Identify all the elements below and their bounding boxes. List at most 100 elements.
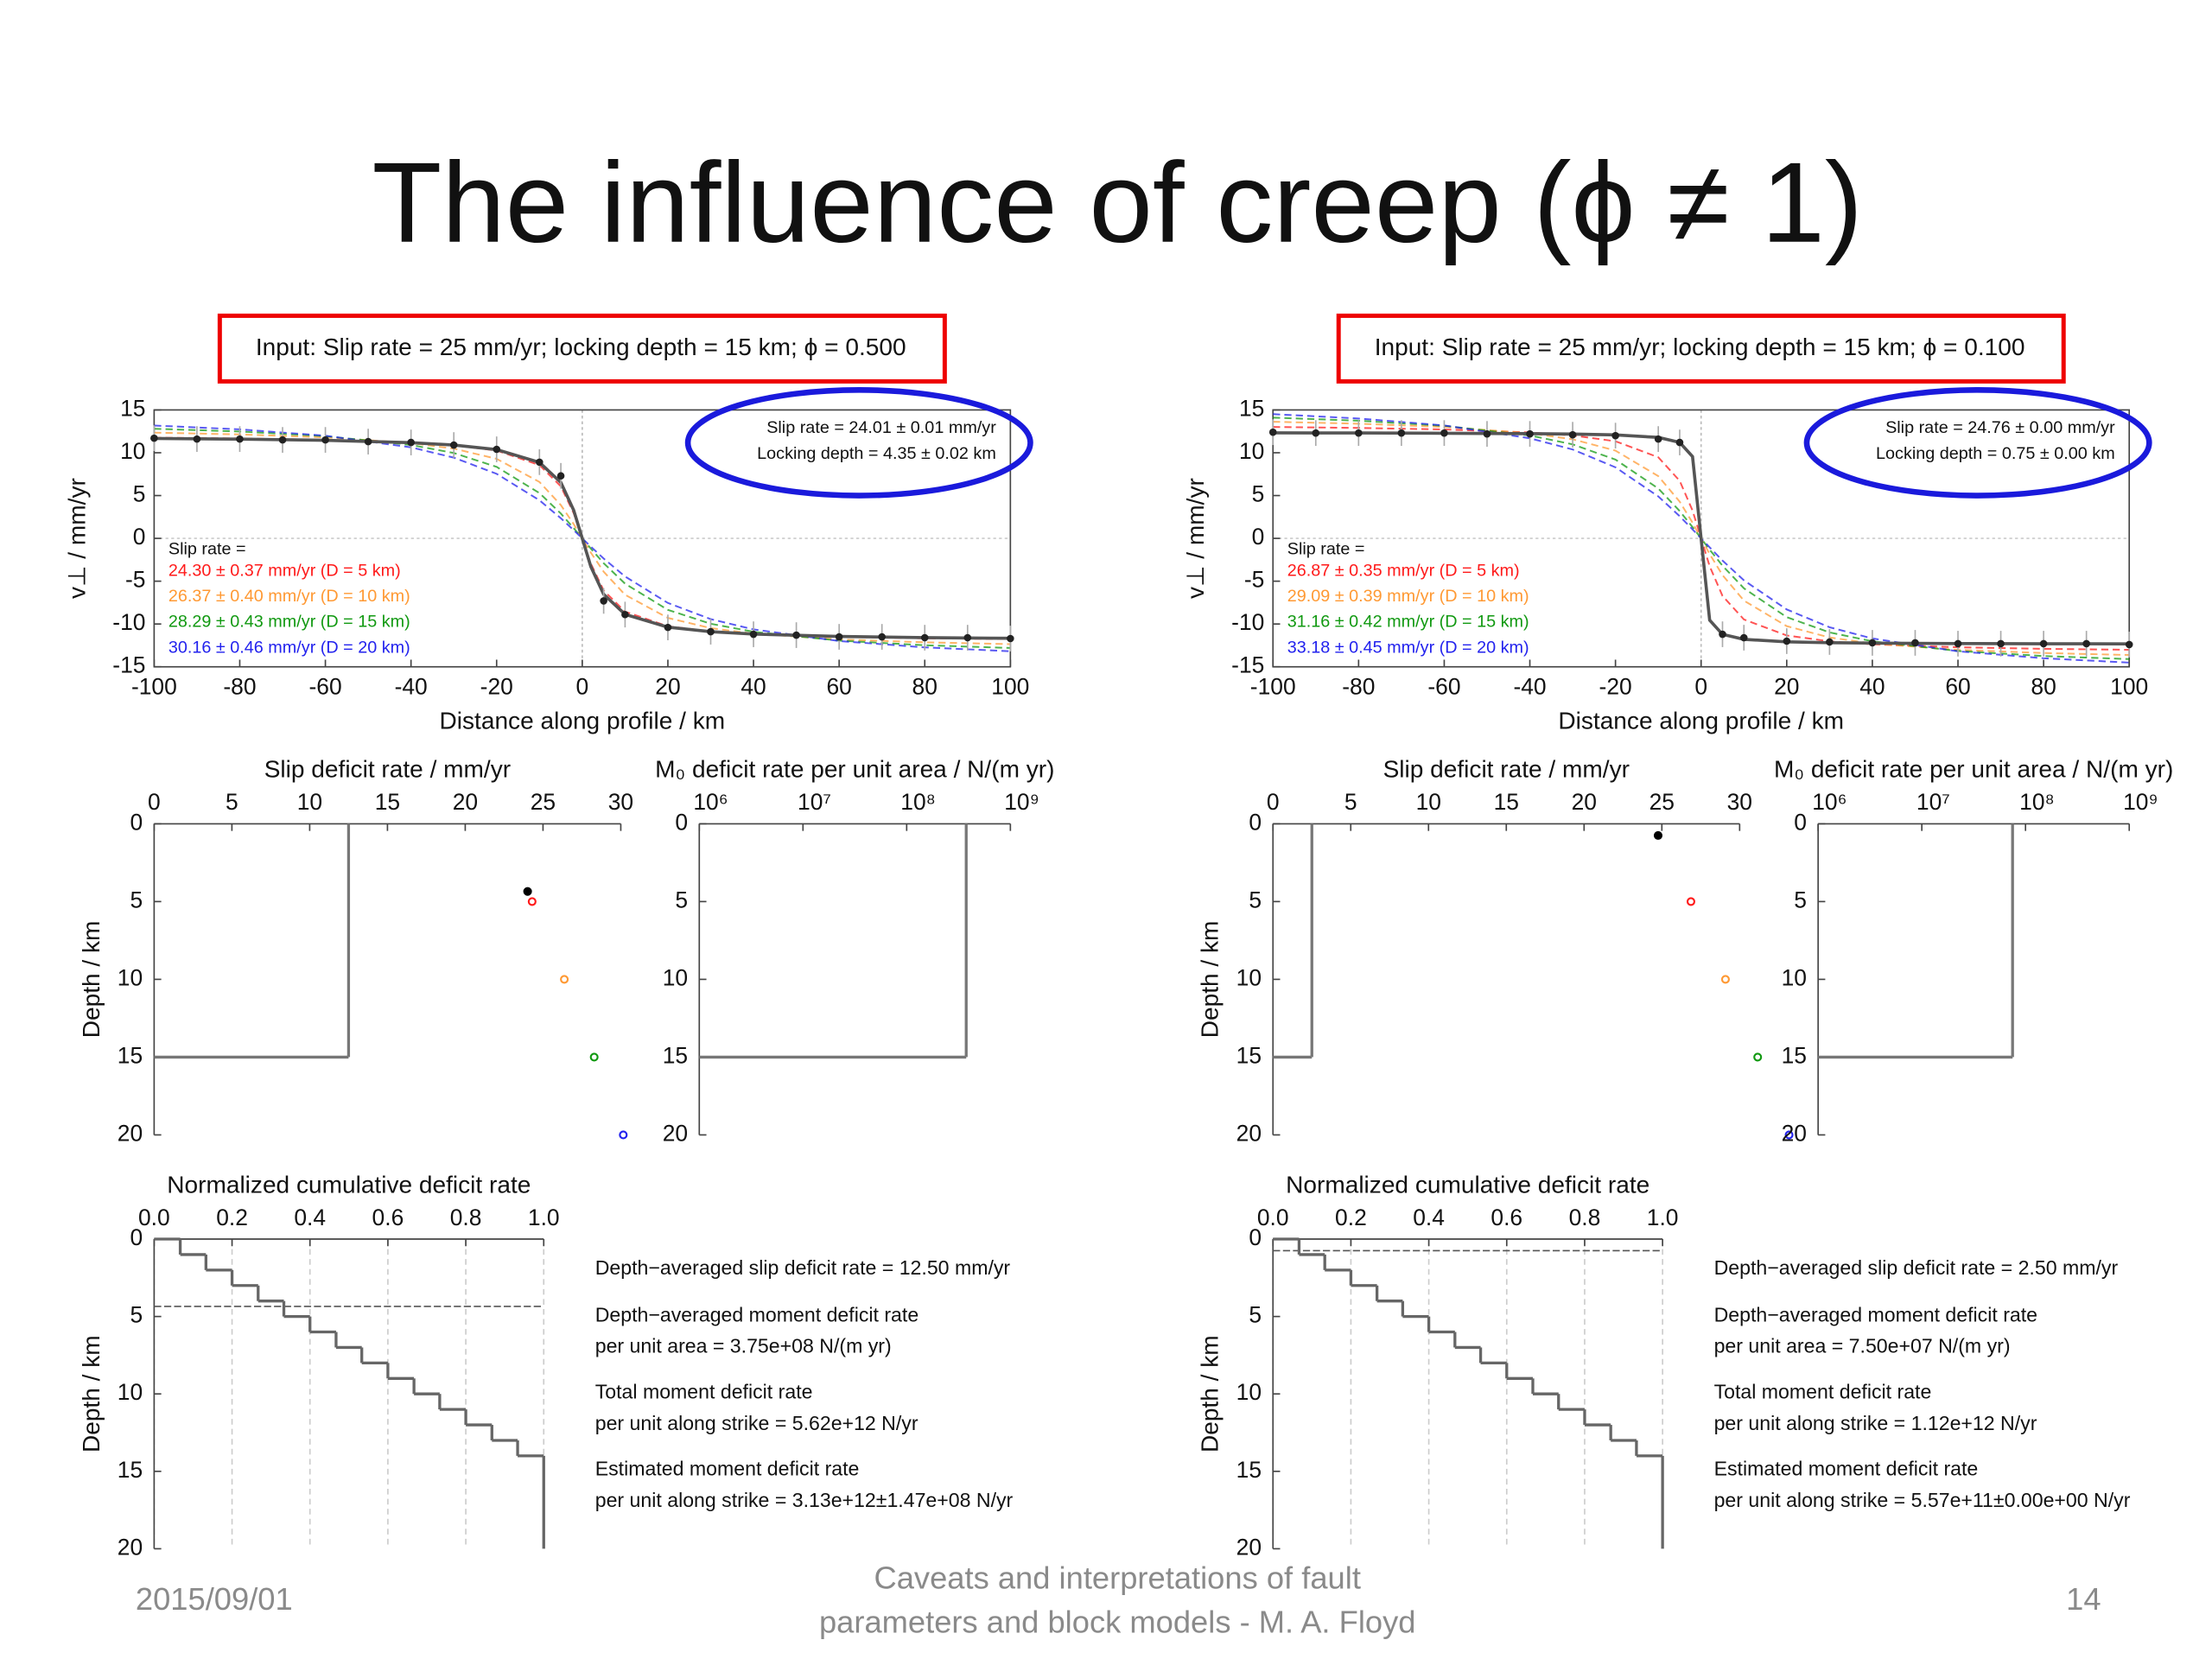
x-tick-label: 0.2 [216,1205,248,1230]
input-box [217,313,947,384]
estimate-point [523,887,532,896]
summary-text: Depth−averaged moment deficit rate [595,1303,918,1325]
y-tick-label: 20 [118,1120,143,1146]
y-tick-label: 0 [1249,809,1262,835]
x-tick-label: -100 [131,673,177,699]
y-tick-label: 15 [1236,1457,1262,1483]
x-tick-label: 20 [1774,673,1799,699]
x-tick-label: -40 [1513,673,1546,699]
x-axis-label: Normalized cumulative deficit rate [167,1171,531,1198]
x-tick-label: -80 [223,673,256,699]
summary-text: per unit along strike = 3.13e+12±1.47e+0… [595,1489,1014,1511]
x-tick-label: 20 [655,673,680,699]
x-tick-label: 1.0 [528,1205,560,1230]
y-tick-label: 15 [1239,395,1264,421]
x-tick-label: 25 [531,789,556,815]
estimate-point [589,1052,599,1062]
estimate-point [1753,1052,1763,1062]
y-tick-label: 20 [1236,1534,1262,1560]
x-tick-label: 100 [2110,673,2148,699]
y-axis-label: v⊥ / mm/yr [1182,478,1209,599]
data-point [1911,639,1919,647]
y-axis-label: Depth / km [78,1335,105,1452]
legend-entry: 29.09 ± 0.39 mm/yr (D = 10 km) [1287,587,1529,606]
y-tick-label: 0 [133,524,146,550]
x-tick-label: 0.6 [372,1205,404,1230]
input-box [1336,313,2066,384]
footer-date: 2015/09/01 [136,1581,293,1617]
y-tick-label: -15 [112,652,145,678]
y-tick-label: 5 [1794,887,1807,912]
data-point [2082,639,2090,648]
x-tick-label: 60 [1945,673,1970,699]
x-tick-label: 15 [1494,789,1519,815]
x-axis-label: Slip deficit rate / mm/yr [1383,756,1630,783]
data-point [1954,639,1962,648]
data-point [792,631,800,639]
data-point [321,435,329,444]
footer-caption: parameters and block models - M. A. Floy… [819,1605,1416,1640]
data-point [1739,633,1748,642]
y-tick-label: 0 [130,809,143,835]
x-tick-label: 40 [741,673,766,699]
fit-text: Locking depth = 4.35 ± 0.02 km [757,444,996,463]
x-axis-label: Normalized cumulative deficit rate [1286,1171,1649,1198]
x-tick-label: 0.8 [450,1205,482,1230]
x-axis-label: Distance along profile / km [1558,708,1844,734]
y-tick-label: -15 [1231,652,1264,678]
data-point [1611,431,1619,440]
data-point [1719,630,1726,639]
y-tick-label: 5 [130,887,143,912]
data-point [1568,430,1577,439]
data-point [1007,634,1014,643]
y-tick-label: 0 [1252,524,1265,550]
highlight-ellipse [1803,387,2152,499]
y-tick-label: 15 [120,395,145,421]
input-text: Input: Slip rate = 25 mm/yr; locking dep… [256,334,906,360]
x-axis-label: Slip deficit rate / mm/yr [264,756,511,783]
data-point [2039,639,2048,648]
data-point [1826,638,1834,646]
data-point [1268,428,1277,436]
estimate-point [1720,975,1730,984]
y-tick-label: -5 [1244,567,1264,593]
data-point [1997,639,2005,648]
summary-text: per unit along strike = 5.57e+11±0.00e+0… [1714,1489,2131,1511]
x-tick-label: -60 [308,673,341,699]
data-point [835,632,843,641]
x-axis-label: M₀ deficit rate per unit area / N/(m yr) [655,756,1054,783]
x-tick-label: 0 [576,673,589,699]
x-tick-label: 0.2 [1335,1205,1367,1230]
data-point [556,472,565,480]
y-tick-label: 5 [130,1302,143,1328]
data-point [1355,429,1363,437]
estimate-point [1653,830,1663,840]
x-tick-label: 0.0 [138,1205,170,1230]
data-point [1654,435,1662,443]
data-point [449,441,458,449]
y-tick-label: 5 [1249,1302,1262,1328]
x-tick-label: 0 [148,789,161,815]
y-axis-label: Depth / km [1197,1335,1224,1452]
summary-text: Total moment deficit rate [595,1380,813,1402]
x-tick-label: 0 [1694,673,1707,699]
x-tick-label: 10⁸ [2019,789,2055,815]
fit-text: Slip rate = 24.76 ± 0.00 mm/yr [1885,418,2115,437]
x-tick-label: 25 [1649,789,1675,815]
estimate-point [560,975,569,984]
y-tick-label: 10 [120,438,145,464]
summary-text: Depth−averaged slip deficit rate = 2.50 … [1714,1256,2119,1279]
y-tick-label: 5 [675,887,688,912]
y-tick-label: 0 [1794,809,1807,835]
data-point [1675,438,1684,447]
x-tick-label: 10 [297,789,322,815]
x-tick-label: -20 [1599,673,1632,699]
x-tick-label: 5 [1344,789,1357,815]
y-tick-label: 15 [663,1042,688,1068]
x-tick-label: 80 [2031,673,2056,699]
x-tick-label: 10⁹ [1004,789,1039,815]
y-axis-label: Depth / km [78,921,105,1039]
legend-entry: 26.37 ± 0.40 mm/yr (D = 10 km) [168,587,410,606]
y-tick-label: 20 [118,1534,143,1560]
legend-entry: 33.18 ± 0.45 mm/yr (D = 20 km) [1287,638,1529,657]
